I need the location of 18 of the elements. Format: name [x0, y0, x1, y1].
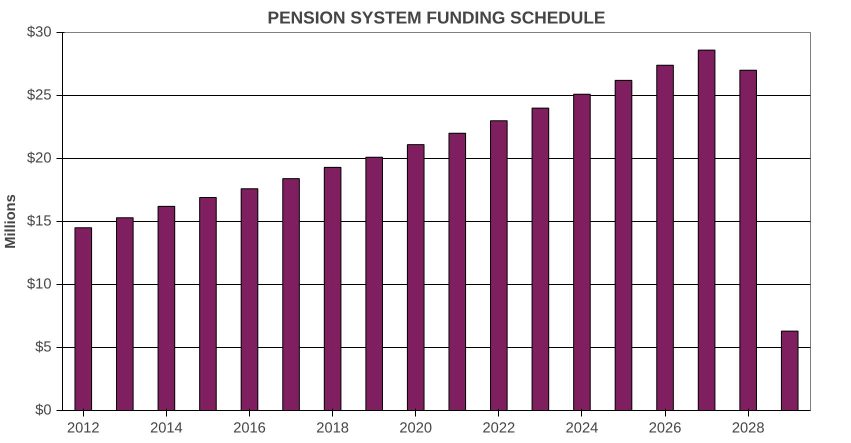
y-tick-label: $0	[35, 402, 52, 418]
x-tick-label: 2014	[150, 420, 183, 436]
y-tick-label: $30	[27, 24, 52, 40]
x-tick-label: 2018	[316, 420, 349, 436]
x-tick-label: 2024	[566, 420, 598, 436]
x-tick-label: 2028	[732, 420, 764, 436]
y-tick-label: $15	[27, 214, 52, 230]
x-tick-label: 2022	[482, 420, 516, 436]
x-tick-label: 2016	[233, 420, 266, 436]
x-tick-label: 2020	[399, 420, 432, 436]
y-tick-label: $10	[27, 276, 52, 292]
x-tick-label: 2012	[66, 420, 100, 436]
chart-title: PENSION SYSTEM FUNDING SCHEDULE	[268, 8, 606, 28]
y-tick-label: $25	[27, 88, 52, 104]
y-tick-label: $5	[35, 340, 52, 356]
y-tick-label: $20	[27, 150, 52, 166]
y-axis-title: Millions	[3, 194, 20, 249]
x-tick-label: 2026	[648, 420, 682, 436]
